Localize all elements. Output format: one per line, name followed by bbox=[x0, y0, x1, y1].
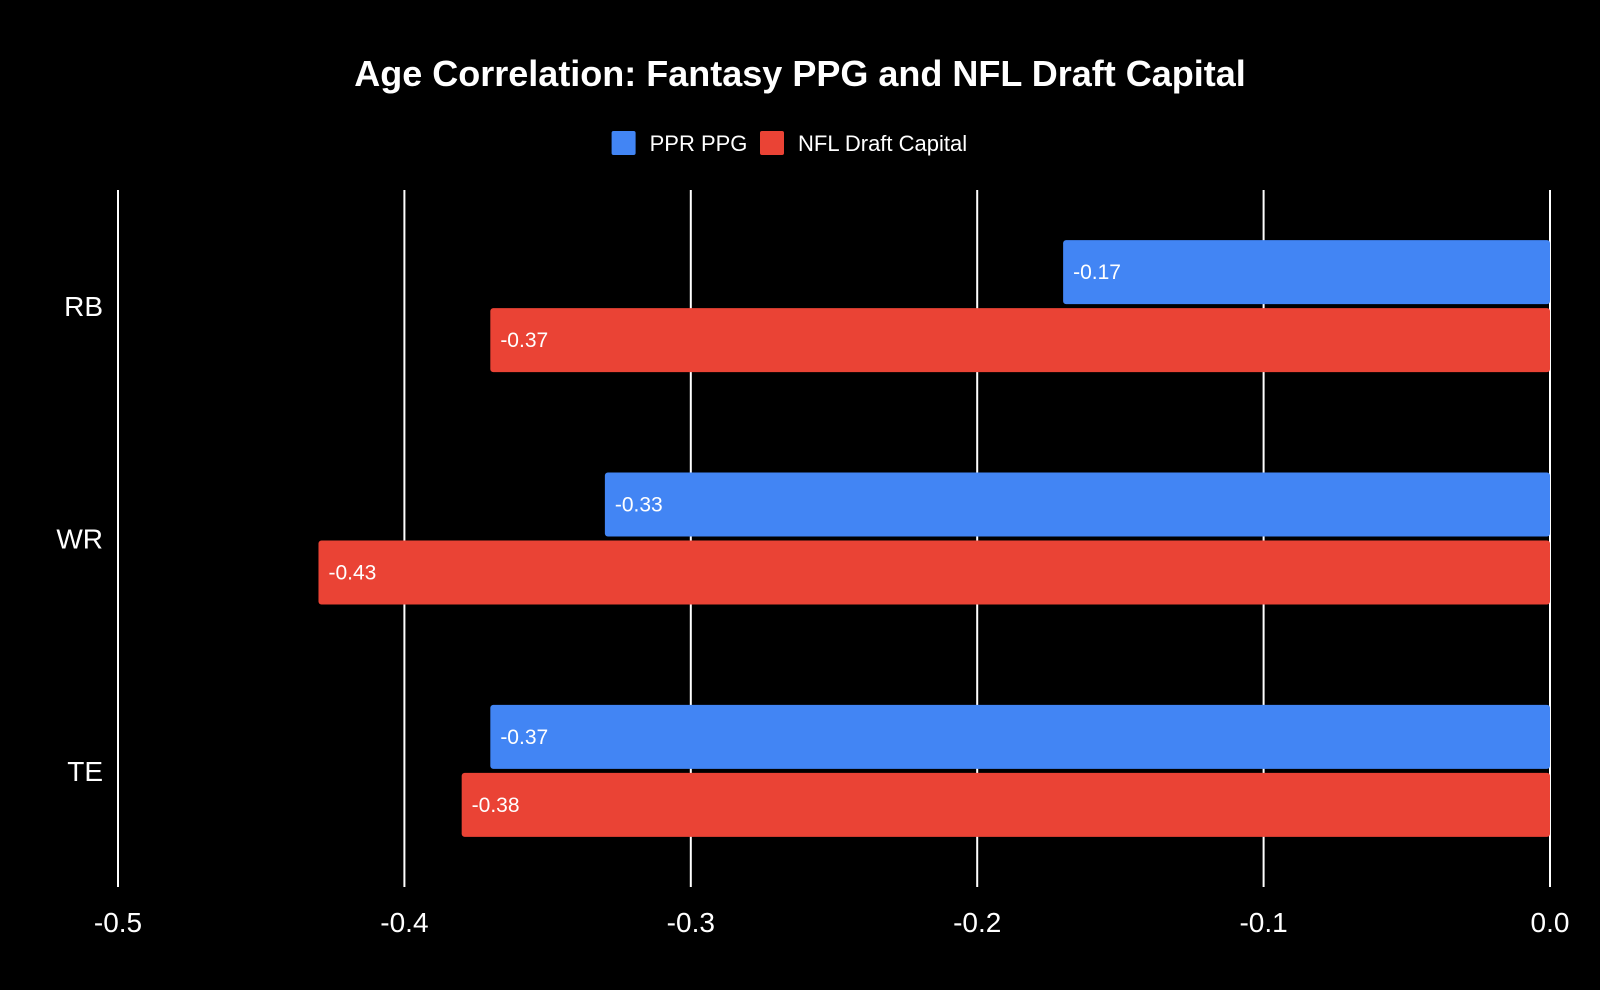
bar-ppr-ppg-wr bbox=[604, 472, 1550, 537]
bars bbox=[318, 240, 1551, 837]
x-tick-label: -0.2 bbox=[953, 907, 1001, 938]
bar-data-label: -0.37 bbox=[500, 329, 548, 352]
legend-swatch bbox=[611, 131, 636, 155]
legend-label: PPR PPG bbox=[650, 131, 748, 156]
bar-nfl-draft-capital-wr bbox=[318, 540, 1551, 605]
y-category-label: RB bbox=[64, 291, 103, 322]
legend-label: NFL Draft Capital bbox=[798, 131, 967, 156]
bar-nfl-draft-capital-rb bbox=[490, 308, 1550, 373]
bar-labels: -0.17 -0.37 -0.33 -0.43 -0.37 -0.38 bbox=[328, 261, 1121, 817]
legend: PPR PPG NFL Draft Capital bbox=[611, 131, 967, 156]
bar-ppr-ppg-rb bbox=[1063, 240, 1550, 305]
y-category-label: TE bbox=[67, 756, 103, 787]
y-axis: RB WR TE bbox=[56, 291, 103, 787]
chart-title: Age Correlation: Fantasy PPG and NFL Dra… bbox=[354, 53, 1245, 94]
bar-ppr-ppg-te bbox=[490, 704, 1550, 769]
legend-swatch bbox=[760, 131, 784, 155]
x-tick-label: 0.0 bbox=[1531, 907, 1570, 938]
x-tick-label: -0.5 bbox=[94, 907, 142, 938]
x-axis: -0.5 -0.4 -0.3 -0.2 -0.1 0.0 bbox=[94, 907, 1570, 938]
bar-data-label: -0.17 bbox=[1073, 261, 1121, 284]
gridlines bbox=[117, 190, 1551, 887]
x-tick-label: -0.4 bbox=[380, 907, 428, 938]
x-tick-label: -0.1 bbox=[1239, 907, 1287, 938]
x-tick-label: -0.3 bbox=[667, 907, 715, 938]
bar-data-label: -0.43 bbox=[328, 562, 376, 585]
bar-data-label: -0.33 bbox=[615, 494, 663, 517]
bar-data-label: -0.37 bbox=[500, 726, 548, 749]
y-category-label: WR bbox=[56, 524, 103, 555]
bar-nfl-draft-capital-te bbox=[461, 772, 1551, 837]
bar-data-label: -0.38 bbox=[472, 794, 520, 817]
